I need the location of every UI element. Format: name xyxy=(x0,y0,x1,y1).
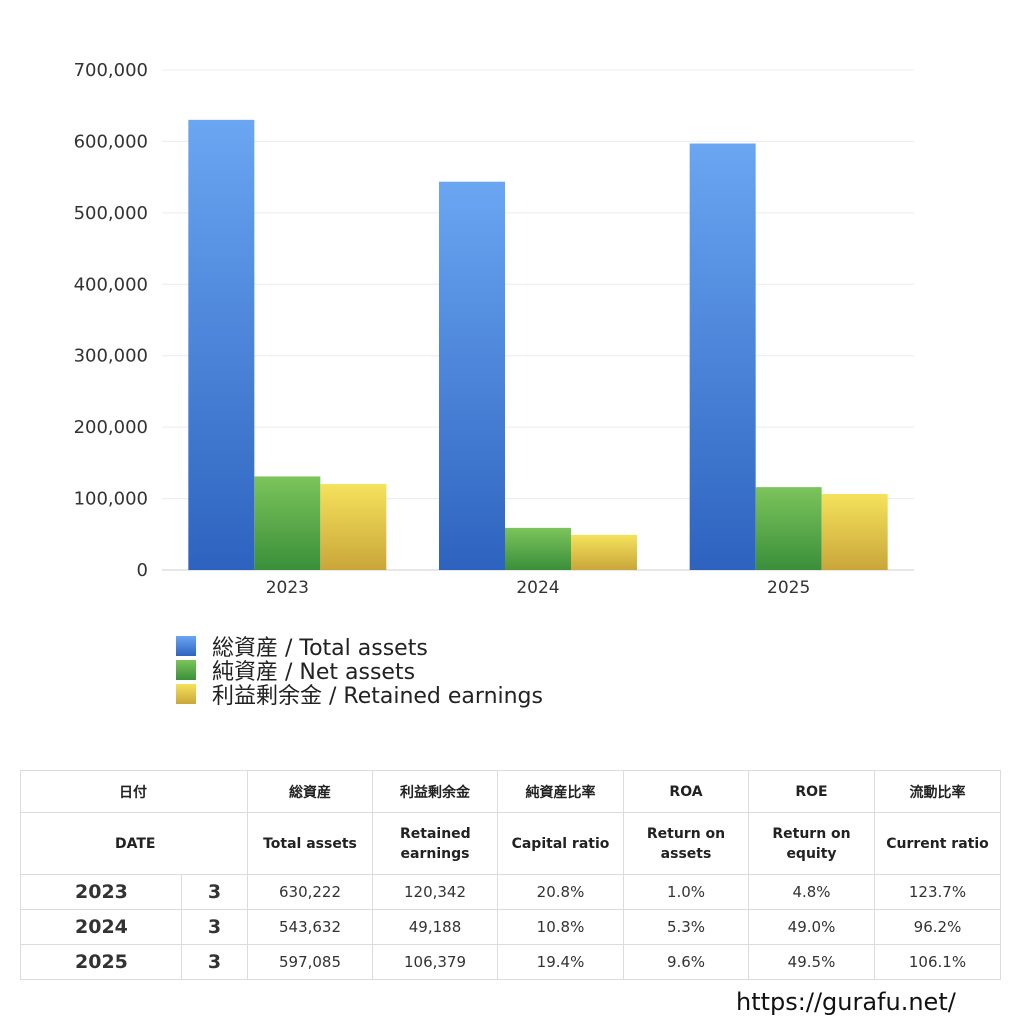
cell-capital-ratio: 10.8% xyxy=(497,909,624,945)
y-axis-ticks: 0 100,000 200,000 300,000 400,000 500,000 600,… xyxy=(74,60,148,581)
y-tick-label: 600,000 xyxy=(74,131,148,152)
table-row: 2023 3 630,222 120,342 20.8% 1.0% 4.8% 1… xyxy=(20,874,1001,910)
cell-current-ratio: 96.2% xyxy=(874,909,1001,945)
row-month: 3 xyxy=(181,874,248,910)
table-header-en: DATE Total assets Retained earnings Capi… xyxy=(20,812,1001,875)
cell-roe: 4.8% xyxy=(748,874,875,910)
row-year: 2023 xyxy=(20,874,182,910)
header-roa-en-text: Return on assets xyxy=(646,825,726,862)
table-header-ja: 日付 総資産 利益剰余金 純資産比率 ROA ROE 流動比率 xyxy=(20,770,1001,813)
x-category-label: 2024 xyxy=(516,578,559,598)
table-row: 2025 3 597,085 106,379 19.4% 9.6% 49.5% … xyxy=(20,944,1001,980)
y-tick-label: 200,000 xyxy=(74,417,148,438)
row-year: 2024 xyxy=(20,909,182,945)
table-row: 2024 3 543,632 49,188 10.8% 5.3% 49.0% 9… xyxy=(20,909,1001,945)
legend-item-total-assets: 総資産 / Total assets xyxy=(176,634,543,661)
header-roe-en-text: Return on equity xyxy=(772,825,851,862)
header-roe-en: Return on equity xyxy=(748,812,875,875)
cell-roa: 1.0% xyxy=(623,874,749,910)
y-tick-label: 100,000 xyxy=(74,489,148,510)
cell-roa: 5.3% xyxy=(623,909,749,945)
cell-capital-ratio: 20.8% xyxy=(497,874,624,910)
bar-total-assets-2025 xyxy=(689,143,756,570)
y-tick-label: 500,000 xyxy=(74,203,148,224)
header-roe-ja: ROE xyxy=(748,770,875,813)
header-current-ratio-ja: 流動比率 xyxy=(874,770,1001,813)
bar-net-assets-2024 xyxy=(505,527,571,570)
row-year: 2025 xyxy=(20,944,182,980)
cell-roe: 49.0% xyxy=(748,909,875,945)
y-tick-label: 0 xyxy=(137,560,148,581)
header-current-ratio-en: Current ratio xyxy=(874,812,1001,875)
header-capital-ratio-en: Capital ratio xyxy=(497,812,624,875)
cell-roa: 9.6% xyxy=(623,944,749,980)
y-tick-label: 300,000 xyxy=(74,346,148,367)
row-month: 3 xyxy=(181,944,248,980)
legend-item-retained-earnings: 利益剰余金 / Retained earnings xyxy=(176,682,543,709)
cell-current-ratio: 106.1% xyxy=(874,944,1001,980)
header-total-assets-ja: 総資産 xyxy=(247,770,373,813)
cell-retained: 120,342 xyxy=(372,874,498,910)
header-roa-en: Return on assets xyxy=(623,812,749,875)
header-retained-en: Retained earnings xyxy=(372,812,498,875)
cell-total-assets: 630,222 xyxy=(247,874,373,910)
bar-retained-earnings-2023 xyxy=(320,484,387,570)
cell-total-assets: 543,632 xyxy=(247,909,373,945)
header-capital-ratio-ja: 純資産比率 xyxy=(497,770,624,813)
bars xyxy=(188,119,888,571)
header-roa-ja: ROA xyxy=(623,770,749,813)
bar-total-assets-2023 xyxy=(188,119,255,570)
legend: 総資産 / Total assets 純資産 / Net assets 利益剰余… xyxy=(176,634,543,709)
watermark-url: https://gurafu.net/ xyxy=(736,988,956,1016)
header-date-ja: 日付 xyxy=(20,770,248,813)
x-category-label: 2025 xyxy=(767,578,810,598)
x-category-label: 2023 xyxy=(266,578,309,598)
cell-current-ratio: 123.7% xyxy=(874,874,1001,910)
cell-capital-ratio: 19.4% xyxy=(497,944,624,980)
legend-label: 利益剰余金 / Retained earnings xyxy=(212,684,543,709)
header-retained-ja: 利益剰余金 xyxy=(372,770,498,813)
y-tick-label: 400,000 xyxy=(74,274,148,295)
legend-label: 総資産 / Total assets xyxy=(212,636,428,661)
legend-label: 純資産 / Net assets xyxy=(212,660,416,685)
legend-swatch-total-assets xyxy=(176,636,196,656)
row-month: 3 xyxy=(181,909,248,945)
cell-retained: 49,188 xyxy=(372,909,498,945)
header-date-en: DATE xyxy=(20,812,248,875)
bar-retained-earnings-2024 xyxy=(571,534,637,570)
bar-chart: 0 100,000 200,000 300,000 400,000 500,000 600,… xyxy=(74,60,914,598)
bar-retained-earnings-2025 xyxy=(821,494,888,570)
header-total-assets-en: Total assets xyxy=(247,812,373,875)
bar-total-assets-2024 xyxy=(439,181,505,571)
bar-net-assets-2025 xyxy=(755,487,822,570)
legend-swatch-net-assets xyxy=(176,660,196,680)
cell-retained: 106,379 xyxy=(372,944,498,980)
header-retained-en-text: Retained earnings xyxy=(400,825,471,862)
x-axis-categories: 2023 2024 2025 xyxy=(266,578,811,598)
legend-swatch-retained-earnings xyxy=(176,684,196,704)
financial-metrics-table: 日付 総資産 利益剰余金 純資産比率 ROA ROE 流動比率 DATE Tot… xyxy=(20,770,1001,980)
bar-net-assets-2023 xyxy=(254,476,321,570)
legend-item-net-assets: 純資産 / Net assets xyxy=(176,658,543,685)
y-tick-label: 700,000 xyxy=(74,60,148,81)
cell-roe: 49.5% xyxy=(748,944,875,980)
cell-total-assets: 597,085 xyxy=(247,944,373,980)
